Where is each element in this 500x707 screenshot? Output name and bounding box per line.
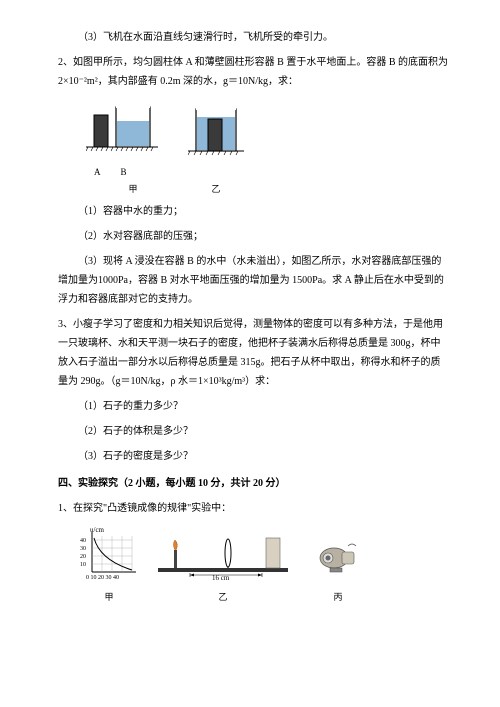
label-yi-2: 乙 [158, 589, 288, 606]
diagram-yi: 乙 [188, 105, 244, 198]
diagram-q2: A B 甲 乙 [86, 101, 450, 198]
q3-sub1: （1）石子的重力多少？ [58, 397, 450, 416]
svg-text:16 cm: 16 cm [212, 574, 230, 582]
q2-sub1: （1）容器中水的重力； [58, 202, 450, 221]
q2-sub2: （2）水对容器底部的压强； [58, 227, 450, 246]
svg-text:0 10 20 30 40: 0 10 20 30 40 [86, 575, 119, 581]
exp-diagram-row: u/cm 40 30 20 10 0 10 20 30 40 甲 [78, 524, 450, 606]
q2-intro: 2、如图甲所示，均匀圆柱体 A 和薄壁圆柱形容器 B 置于水平地面上。容器 B … [58, 53, 450, 91]
diagram-jia: A B 甲 [86, 101, 158, 198]
svg-text:10: 10 [80, 562, 86, 568]
section-4-head: 四、实验探究（2 小题，每小题 10 分，共计 20 分） [58, 474, 450, 493]
q3-intro: 3、小瘦子学习了密度和力相关知识后觉得，测量物体的密度可以有多种方法，于是他用一… [58, 315, 450, 391]
svg-text:30: 30 [80, 546, 86, 552]
label-bing: 丙 [306, 589, 370, 606]
svg-text:20: 20 [80, 554, 86, 560]
svg-text:40: 40 [80, 538, 86, 544]
q3-sub3: （3）石子的密度是多少？ [58, 447, 450, 466]
exp1-intro: 1、在探究"凸透镜成像的规律"实验中： [58, 499, 450, 518]
label-b: B [121, 164, 127, 181]
q3-sub2: （2）石子的体积是多少？ [58, 422, 450, 441]
device-bing: 丙 [306, 532, 370, 606]
chart-jia: u/cm 40 30 20 10 0 10 20 30 40 甲 [78, 524, 140, 606]
label-yi: 乙 [188, 181, 244, 198]
optics-yi: 16 cm 乙 [158, 528, 288, 606]
q2-sub3: （3）现将 A 浸没在容器 B 的水中（水未溢出），如图乙所示，水对容器底部压强… [58, 252, 450, 309]
label-jia-2: 甲 [78, 589, 140, 606]
label-jia: 甲 [108, 181, 158, 198]
q1-sub3: （3）飞机在水面沿直线匀速滑行时，飞机所受的牵引力。 [58, 28, 450, 47]
label-a: A [94, 164, 101, 181]
